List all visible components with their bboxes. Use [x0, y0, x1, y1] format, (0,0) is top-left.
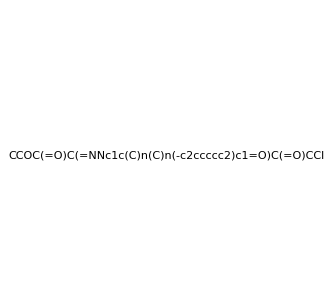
- Text: CCOC(=O)C(=NNc1c(C)n(C)n(-c2ccccc2)c1=O)C(=O)CCl: CCOC(=O)C(=NNc1c(C)n(C)n(-c2ccccc2)c1=O)…: [8, 150, 325, 160]
